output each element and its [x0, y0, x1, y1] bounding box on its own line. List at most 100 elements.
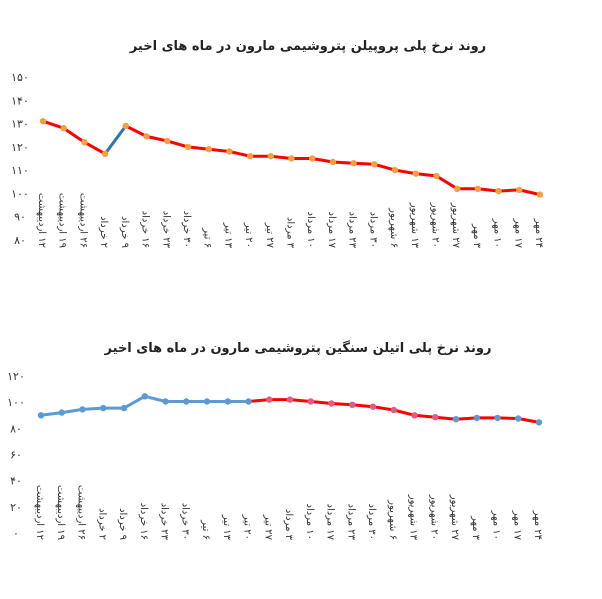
- data-point: [246, 153, 254, 160]
- data-point: [452, 416, 460, 423]
- x-tick-label: ۱۶ خرداد: [140, 211, 151, 248]
- x-tick-label: ۳ مرداد: [283, 509, 294, 541]
- x-tick-label: ۲۳ خرداد: [160, 211, 171, 249]
- y-tick-label: ۱۲۰: [11, 141, 29, 154]
- y-tick-label: ۸۰: [14, 234, 26, 247]
- data-point: [516, 186, 523, 194]
- data-point: [184, 143, 192, 151]
- data-point: [350, 160, 357, 167]
- x-tick-label: ۶ شهریور: [388, 207, 399, 248]
- data-point: [120, 404, 128, 412]
- x-tick-label: ۲۷ تیر: [262, 514, 273, 541]
- data-point: [203, 398, 211, 405]
- data-point: [433, 172, 440, 180]
- series-markers: [37, 393, 543, 426]
- series-line-segment: [41, 119, 107, 156]
- y-tick-label: ۸۰: [10, 422, 22, 435]
- x-tick-label: ۱۳ تیر: [222, 222, 233, 249]
- x-tick-label: ۱۰ مرداد: [305, 212, 316, 249]
- x-tick-label: ۲۷ تیر: [264, 222, 275, 249]
- x-tick-label: ۲۶ اردیبهشت: [76, 485, 87, 540]
- data-point: [349, 401, 356, 408]
- data-point: [267, 153, 274, 160]
- x-tick-label: ۱۶ خرداد: [138, 503, 149, 540]
- chart-title: روند نرخ پلی پروپیلن پتروشیمی مارون در م…: [129, 39, 486, 54]
- y-axis: ۰ ۲۰ ۴۰ ۶۰ ۸۰ ۱۰۰ ۱۲۰: [7, 370, 25, 540]
- x-tick-label: ۶ شهریور: [387, 499, 398, 540]
- x-tick-label: ۲۷ شهریور: [449, 494, 460, 541]
- data-point: [432, 414, 439, 421]
- x-tick-label: ۱۰ مرداد: [304, 504, 315, 541]
- x-tick-label: ۱۷ مهر: [511, 510, 522, 541]
- data-point: [58, 409, 65, 416]
- data-point: [412, 170, 419, 177]
- data-point: [473, 414, 480, 422]
- data-point: [494, 414, 501, 422]
- x-tick-label: ۹ خرداد: [117, 508, 128, 540]
- x-tick-label: ۱۳ شهریور: [409, 202, 420, 249]
- data-point: [329, 158, 337, 166]
- data-point: [390, 406, 397, 414]
- x-tick-label: ۱۳ شهریور: [408, 494, 419, 541]
- data-point: [495, 187, 502, 195]
- data-point: [369, 403, 377, 410]
- x-tick-label: ۱۲ اردیبهشت: [36, 193, 47, 248]
- x-tick-label: ۳ مهر: [470, 515, 481, 541]
- data-point: [122, 122, 129, 130]
- data-point: [454, 185, 461, 192]
- x-tick-label: ۱۷ مرداد: [326, 212, 337, 249]
- data-point: [286, 396, 294, 403]
- y-tick-label: ۲۰: [10, 501, 22, 514]
- data-point: [391, 166, 399, 174]
- series-line-segment: [103, 124, 128, 156]
- x-tick-label: ۲۷ شهریور: [450, 202, 461, 249]
- x-tick-label: ۲۴ مهر: [532, 510, 543, 540]
- data-point: [307, 398, 314, 405]
- data-point: [79, 406, 86, 413]
- y-tick-label: ۱۳۰: [11, 118, 29, 131]
- x-tick-label: ۶ تیر: [202, 227, 213, 248]
- data-point: [37, 412, 45, 419]
- chart-polypropylene: روند نرخ پلی پروپیلن پتروشیمی مارون در م…: [11, 39, 544, 249]
- x-tick-label: ۲ خرداد: [96, 508, 107, 540]
- y-axis: ۸۰ ۹۰ ۱۰۰ ۱۱۰ ۱۲۰ ۱۳۰ ۱۴۰ ۱۵۰: [11, 71, 29, 247]
- x-tick-label: ۲۳ مرداد: [347, 212, 358, 249]
- data-point: [411, 412, 418, 419]
- data-point: [309, 155, 316, 162]
- x-tick-label: ۳ مهر: [471, 223, 482, 249]
- x-tick-label: ۲۰ تیر: [243, 222, 254, 248]
- data-point: [205, 146, 212, 153]
- x-tick-label: ۲۳ خرداد: [159, 503, 170, 541]
- x-tick-label: ۲۰ شهریور: [429, 202, 440, 248]
- data-point: [266, 396, 273, 403]
- x-tick-label: ۹ خرداد: [119, 216, 130, 248]
- data-point: [81, 139, 88, 146]
- y-tick-label: ۱۲۰: [7, 370, 25, 383]
- y-tick-label: ۶۰: [10, 449, 22, 462]
- y-tick-label: ۱۴۰: [11, 94, 29, 107]
- x-tick-label: ۱۹ اردیبهشت: [57, 193, 68, 248]
- data-point: [183, 398, 190, 405]
- x-tick-label: ۱۳ تیر: [221, 514, 232, 541]
- data-point: [60, 125, 67, 132]
- x-tick-label: ۱۰ مهر: [491, 510, 502, 540]
- x-tick-label: ۱۹ اردیبهشت: [55, 485, 66, 540]
- data-point: [143, 133, 150, 140]
- x-tick-label: ۲۴ مهر: [533, 218, 544, 248]
- y-tick-label: ۱۰۰: [11, 187, 29, 200]
- data-point: [141, 393, 148, 400]
- series-markers: [39, 118, 544, 198]
- data-point: [328, 400, 335, 407]
- data-point: [100, 404, 107, 412]
- data-point: [101, 150, 109, 157]
- data-point: [226, 148, 233, 155]
- data-point: [39, 118, 47, 125]
- x-tick-label: ۲۰ تیر: [242, 514, 253, 540]
- data-point: [515, 415, 522, 422]
- x-tick-label: ۲۶ اردیبهشت: [77, 193, 88, 248]
- x-tick-label: ۳ مرداد: [285, 217, 296, 249]
- x-axis: ۱۲ اردیبهشت ۱۹ اردیبهشت ۲۶ اردیبهشت ۲ خرداد…: [36, 193, 544, 249]
- x-tick-label: ۳۰ مرداد: [367, 212, 378, 249]
- data-point: [535, 419, 543, 426]
